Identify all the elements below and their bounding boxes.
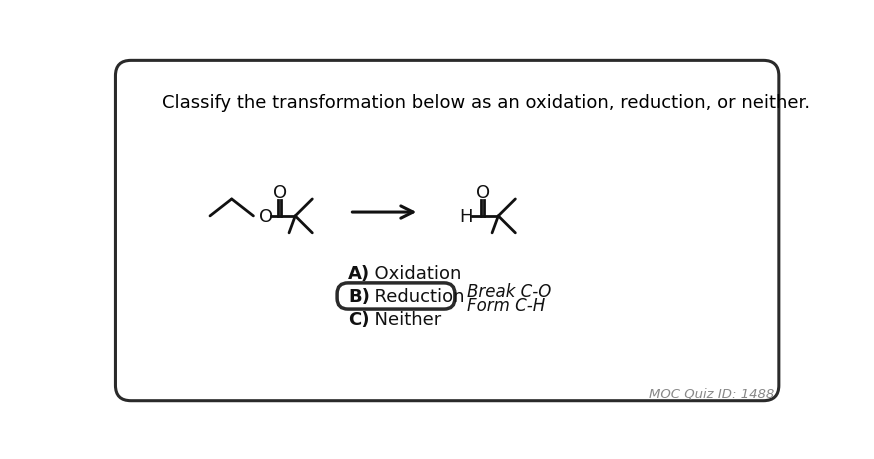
Text: O: O: [259, 207, 273, 225]
Text: A): A): [348, 264, 370, 282]
Text: MOC Quiz ID: 1488: MOC Quiz ID: 1488: [649, 386, 774, 399]
Text: O: O: [273, 184, 287, 202]
Text: B): B): [348, 287, 370, 305]
Text: Break C-O: Break C-O: [468, 283, 551, 301]
Text: Reduction: Reduction: [364, 287, 465, 305]
Text: Form C-H: Form C-H: [468, 297, 545, 314]
FancyBboxPatch shape: [115, 61, 779, 401]
Text: Oxidation: Oxidation: [364, 264, 461, 282]
Text: C): C): [348, 310, 370, 328]
Text: Neither: Neither: [364, 310, 441, 328]
Text: H: H: [459, 207, 473, 225]
FancyBboxPatch shape: [337, 283, 454, 309]
Text: Classify the transformation below as an oxidation, reduction, or neither.: Classify the transformation below as an …: [162, 94, 810, 112]
Text: O: O: [475, 184, 489, 202]
